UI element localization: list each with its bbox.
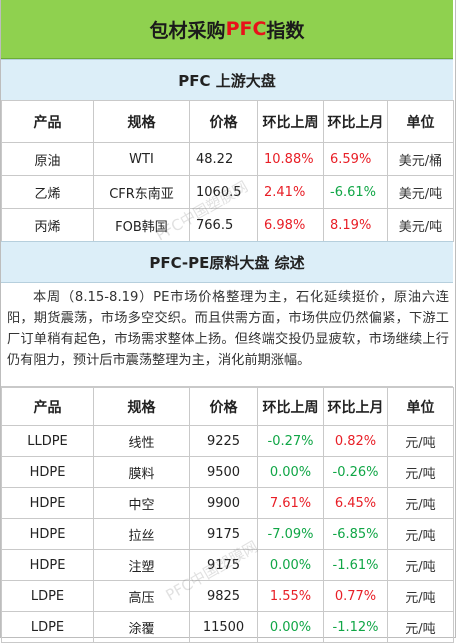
- upstream-header-row: 产品 规格 价格 环比上周 环比上月 单位: [1, 100, 454, 143]
- cell-wow: -7.09%: [257, 518, 324, 550]
- column-header: 规格: [93, 387, 190, 426]
- cell-spec: 注塑: [93, 549, 190, 581]
- cell-price: 9225: [189, 425, 258, 457]
- cell-price: 9500: [189, 456, 258, 488]
- cell-product: 原油: [1, 142, 94, 176]
- table-row: 乙烯 CFR东南亚 1060.5 2.41% -6.61% 美元/吨: [1, 175, 454, 209]
- cell-unit: 美元/吨: [387, 208, 454, 242]
- cell-mom: -1.12%: [323, 611, 388, 643]
- cell-spec: 线性: [93, 425, 190, 457]
- table-row: HDPE 拉丝 9175 -7.09% -6.85% 元/吨: [1, 518, 454, 550]
- cell-spec: WTI: [93, 142, 190, 176]
- cell-wow: -0.27%: [257, 425, 324, 457]
- cell-product: 丙烯: [1, 208, 94, 242]
- cell-spec: 中空: [93, 487, 190, 519]
- title-highlight: PFC: [225, 18, 267, 40]
- cell-price: 9900: [189, 487, 258, 519]
- cell-mom: -0.26%: [323, 456, 388, 488]
- cell-product: HDPE: [1, 518, 94, 550]
- pe-section-title: PFC-PE原料大盘 综述: [1, 241, 453, 283]
- cell-product: LDPE: [1, 611, 94, 643]
- cell-spec: 涂覆: [93, 611, 190, 643]
- column-header: 规格: [93, 100, 190, 143]
- cell-mom: -1.61%: [323, 549, 388, 581]
- cell-spec: CFR东南亚: [93, 175, 190, 209]
- column-header: 价格: [189, 100, 258, 143]
- cell-product: LDPE: [1, 580, 94, 612]
- cell-unit: 美元/吨: [387, 175, 454, 209]
- column-header: 产品: [1, 387, 94, 426]
- cell-mom: -6.85%: [323, 518, 388, 550]
- cell-unit: 元/吨: [387, 487, 454, 519]
- table-row: HDPE 注塑 9175 0.00% -1.61% 元/吨: [1, 549, 454, 581]
- cell-product: HDPE: [1, 487, 94, 519]
- cell-wow: 7.61%: [257, 487, 324, 519]
- column-header: 产品: [1, 100, 94, 143]
- divider: [1, 386, 453, 387]
- cell-mom: -6.61%: [323, 175, 388, 209]
- cell-unit: 元/吨: [387, 518, 454, 550]
- cell-wow: 1.55%: [257, 580, 324, 612]
- pe-table: 产品 规格 价格 环比上周 环比上月 单位 LLDPE 线性 9225 -0.27% 0.82% 元…: [1, 387, 454, 643]
- cell-unit: 元/吨: [387, 611, 454, 643]
- table-row: HDPE 膜料 9500 0.00% -0.26% 元/吨: [1, 456, 454, 488]
- cell-price: 48.22: [189, 142, 258, 176]
- cell-price: 9175: [189, 518, 258, 550]
- cell-mom: 8.19%: [323, 208, 388, 242]
- upstream-section-title: PFC 上游大盘: [1, 59, 453, 101]
- cell-wow: 2.41%: [257, 175, 324, 209]
- cell-unit: 元/吨: [387, 456, 454, 488]
- table-row: 丙烯 FOB韩国 766.5 6.98% 8.19% 美元/吨: [1, 208, 454, 242]
- table-row: LLDPE 线性 9225 -0.27% 0.82% 元/吨: [1, 425, 454, 457]
- cell-wow: 0.00%: [257, 549, 324, 581]
- cell-product: LLDPE: [1, 425, 94, 457]
- page-title: 包材采购 PFC 指数: [1, 0, 453, 60]
- cell-wow: 0.00%: [257, 611, 324, 643]
- cell-price: 766.5: [189, 208, 258, 242]
- cell-mom: 0.77%: [323, 580, 388, 612]
- cell-mom: 0.82%: [323, 425, 388, 457]
- title-suffix: 指数: [266, 19, 305, 42]
- cell-wow: 10.88%: [257, 142, 324, 176]
- cell-product: HDPE: [1, 456, 94, 488]
- cell-spec: 拉丝: [93, 518, 190, 550]
- cell-unit: 元/吨: [387, 425, 454, 457]
- upstream-table: 产品 规格 价格 环比上周 环比上月 单位 原油 WTI 48.22 10.88% 6.59% 美元…: [1, 100, 454, 242]
- column-header: 价格: [189, 387, 258, 426]
- column-header: 环比上周: [257, 387, 324, 426]
- cell-price: 11500: [189, 611, 258, 643]
- column-header: 环比上月: [323, 387, 388, 426]
- table-row: LDPE 涂覆 11500 0.00% -1.12% 元/吨: [1, 611, 454, 643]
- cell-mom: 6.45%: [323, 487, 388, 519]
- table-row: HDPE 中空 9900 7.61% 6.45% 元/吨: [1, 487, 454, 519]
- cell-unit: 元/吨: [387, 549, 454, 581]
- column-header: 单位: [387, 100, 454, 143]
- cell-mom: 6.59%: [323, 142, 388, 176]
- column-header: 单位: [387, 387, 454, 426]
- cell-unit: 元/吨: [387, 580, 454, 612]
- title-prefix: 包材采购: [149, 19, 226, 42]
- cell-product: HDPE: [1, 549, 94, 581]
- cell-unit: 美元/桶: [387, 142, 454, 176]
- cell-spec: 膜料: [93, 456, 190, 488]
- column-header: 环比上周: [257, 100, 324, 143]
- cell-product: 乙烯: [1, 175, 94, 209]
- table-row: 原油 WTI 48.22 10.88% 6.59% 美元/桶: [1, 142, 454, 176]
- pe-header-row: 产品 规格 价格 环比上周 环比上月 单位: [1, 387, 454, 426]
- table-row: LDPE 高压 9825 1.55% 0.77% 元/吨: [1, 580, 454, 612]
- cell-wow: 0.00%: [257, 456, 324, 488]
- cell-wow: 6.98%: [257, 208, 324, 242]
- pe-summary-text: 本周（8.15-8.19）PE市场价格整理为主，石化延续挺价，原油六连阳，期货震…: [7, 290, 449, 368]
- column-header: 环比上月: [323, 100, 388, 143]
